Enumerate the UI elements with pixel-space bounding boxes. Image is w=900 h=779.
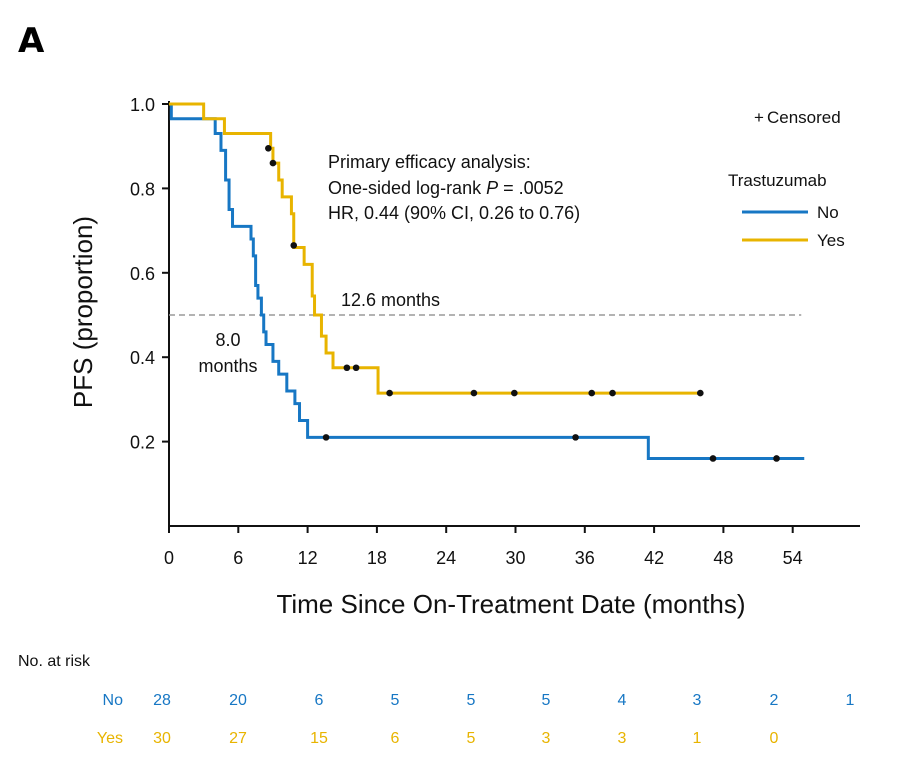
risk-cell-yes-6: 3	[618, 730, 627, 747]
y-axis-title: PFS (proportion)	[68, 216, 98, 408]
x-tick-label-6: 6	[233, 548, 243, 568]
censor-mark-yes-3	[343, 364, 351, 372]
y-tick-label-0: 0.2	[130, 433, 155, 453]
km-curve-no	[169, 102, 805, 460]
y-tick-label-1: 0.4	[130, 348, 155, 368]
risk-table: 28 20 6 5 5 5 4 3 2 1 30 27 15 6 5 3 3 1 0	[153, 692, 854, 747]
censor-mark-yes-5	[386, 389, 393, 397]
x-tick-label-54: 54	[783, 548, 803, 568]
risk-cell-no-5: 5	[542, 692, 551, 709]
annotation-pvalue-prefix: One-sided log-rank	[328, 178, 486, 198]
y-ticks: 0.2 0.4 0.6 0.8 1.0	[130, 95, 169, 453]
risk-cell-yes-5: 3	[542, 730, 551, 747]
censor-mark-yes-1	[269, 159, 277, 167]
risk-row-label-no: No	[103, 692, 124, 709]
x-tick-label-24: 24	[436, 548, 456, 568]
annotation-p-symbol: P	[486, 178, 498, 198]
censor-mark-no-3	[773, 455, 780, 462]
x-tick-label-0: 0	[164, 548, 174, 568]
legend-label-yes: Yes	[817, 231, 845, 250]
risk-cell-yes-3: 6	[391, 730, 400, 747]
legend: + Censored Trastuzumab No Yes	[728, 108, 845, 250]
risk-cell-yes-2: 15	[310, 730, 328, 747]
legend-label-no: No	[817, 203, 839, 222]
censor-mark-yes-8	[588, 389, 596, 397]
median-label-no-unit: months	[198, 356, 257, 376]
x-tick-label-36: 36	[575, 548, 595, 568]
censor-marks	[265, 145, 780, 462]
risk-cell-no-1: 20	[229, 692, 247, 709]
risk-cell-no-2: 6	[315, 692, 324, 709]
censor-mark-yes-9	[609, 389, 616, 397]
risk-cell-yes-8: 0	[770, 730, 779, 747]
risk-cell-no-3: 5	[391, 692, 400, 709]
risk-cell-no-7: 3	[693, 692, 702, 709]
risk-cell-no-8: 2	[770, 692, 779, 709]
x-tick-label-48: 48	[713, 548, 733, 568]
y-tick-label-2: 0.6	[130, 264, 155, 284]
x-tick-label-18: 18	[367, 548, 387, 568]
annotation-pvalue-value: = .0052	[498, 178, 564, 198]
x-tick-label-12: 12	[298, 548, 318, 568]
annotation-line-2: One-sided log-rank P = .0052	[328, 178, 564, 198]
y-tick-label-4: 1.0	[130, 95, 155, 115]
median-label-yes: 12.6 months	[341, 290, 440, 310]
km-curves	[169, 102, 805, 460]
x-tick-label-42: 42	[644, 548, 664, 568]
panel-label: A	[18, 21, 45, 61]
censored-marker-icon: +	[754, 108, 764, 127]
censor-mark-yes-10	[697, 389, 704, 397]
legend-censored-label: Censored	[767, 108, 841, 127]
risk-row-label-yes: Yes	[97, 730, 123, 747]
annotation-line-3: HR, 0.44 (90% CI, 0.26 to 0.76)	[328, 203, 580, 223]
risk-cell-no-4: 5	[467, 692, 476, 709]
censor-mark-yes-0	[265, 145, 272, 152]
risk-cell-no-6: 4	[618, 692, 627, 709]
censor-mark-yes-4	[352, 364, 360, 372]
censor-mark-no-2	[709, 455, 717, 462]
risk-cell-yes-7: 1	[693, 730, 702, 747]
x-tick-label-30: 30	[505, 548, 525, 568]
censor-mark-yes-7	[511, 389, 518, 397]
censor-mark-yes-6	[470, 389, 478, 397]
risk-cell-no-9: 1	[846, 692, 855, 709]
median-label-no-value: 8.0	[215, 330, 240, 350]
risk-cell-no-0: 28	[153, 692, 171, 709]
risk-cell-yes-0: 30	[153, 730, 171, 747]
stats-annotation: Primary efficacy analysis: One-sided log…	[328, 152, 580, 223]
legend-title: Trastuzumab	[728, 171, 827, 190]
censor-mark-no-0	[322, 434, 330, 441]
x-axis-title: Time Since On-Treatment Date (months)	[276, 589, 745, 619]
censor-mark-yes-2	[290, 242, 298, 249]
censor-mark-no-1	[572, 434, 579, 441]
y-tick-label-3: 0.8	[130, 179, 155, 199]
x-ticks: 0 6 12 18 24 30 36 42 48 54	[164, 526, 803, 568]
km-curve-yes	[169, 102, 701, 395]
risk-cell-yes-4: 5	[467, 730, 476, 747]
risk-cell-yes-1: 27	[229, 730, 247, 747]
risk-table-title: No. at risk	[18, 653, 91, 670]
annotation-line-1: Primary efficacy analysis:	[328, 152, 531, 172]
